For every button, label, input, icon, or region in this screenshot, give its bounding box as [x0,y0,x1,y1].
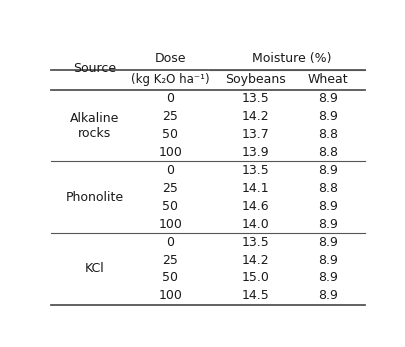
Text: 25: 25 [162,110,178,123]
Text: 8.9: 8.9 [317,236,337,248]
Text: (kg K₂O ha⁻¹): (kg K₂O ha⁻¹) [131,73,209,86]
Text: 8.9: 8.9 [317,200,337,213]
Text: 8.9: 8.9 [317,289,337,302]
Text: 14.5: 14.5 [241,289,269,302]
Text: 13.5: 13.5 [241,164,269,177]
Text: 8.9: 8.9 [317,110,337,123]
Text: 8.9: 8.9 [317,218,337,231]
Text: 14.1: 14.1 [241,182,269,195]
Text: 100: 100 [158,146,182,159]
Text: 8.8: 8.8 [317,128,337,141]
Text: 14.0: 14.0 [241,218,269,231]
Text: 8.9: 8.9 [317,254,337,266]
Text: KCl: KCl [85,262,104,276]
Text: 8.9: 8.9 [317,164,337,177]
Text: 100: 100 [158,289,182,302]
Text: Phonolite: Phonolite [66,191,124,204]
Text: Soybeans: Soybeans [224,73,285,86]
Text: Dose: Dose [154,52,185,65]
Text: 13.7: 13.7 [241,128,269,141]
Text: 25: 25 [162,182,178,195]
Text: 13.5: 13.5 [241,236,269,248]
Text: 8.9: 8.9 [317,92,337,105]
Text: 14.2: 14.2 [241,254,269,266]
Text: 50: 50 [162,200,178,213]
Text: 15.0: 15.0 [241,271,269,285]
Text: 14.6: 14.6 [241,200,269,213]
Text: 13.9: 13.9 [241,146,269,159]
Text: 0: 0 [166,236,174,248]
Text: Source: Source [73,62,116,75]
Text: 0: 0 [166,92,174,105]
Text: 100: 100 [158,218,182,231]
Text: 25: 25 [162,254,178,266]
Text: 8.9: 8.9 [317,271,337,285]
Text: 8.8: 8.8 [317,182,337,195]
Text: 14.2: 14.2 [241,110,269,123]
Text: Moisture (%): Moisture (%) [251,52,330,65]
Text: 50: 50 [162,271,178,285]
Text: 13.5: 13.5 [241,92,269,105]
Text: 50: 50 [162,128,178,141]
Text: 0: 0 [166,164,174,177]
Text: Wheat: Wheat [307,73,347,86]
Text: Alkaline
rocks: Alkaline rocks [70,112,119,139]
Text: 8.8: 8.8 [317,146,337,159]
